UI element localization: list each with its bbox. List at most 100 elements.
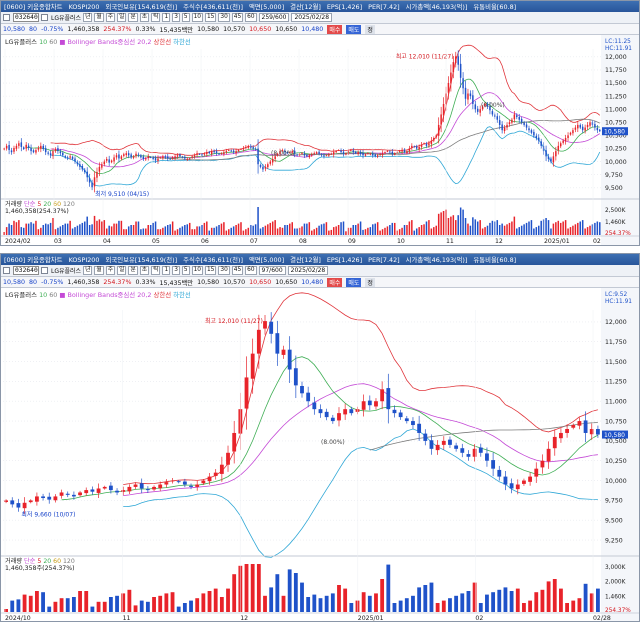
candle[interactable] xyxy=(484,102,486,108)
candle[interactable] xyxy=(574,125,577,133)
candle[interactable] xyxy=(311,152,313,157)
candle[interactable] xyxy=(291,149,293,155)
candle[interactable] xyxy=(525,121,528,131)
candle[interactable] xyxy=(74,156,76,164)
candle[interactable] xyxy=(34,492,39,506)
candle[interactable] xyxy=(413,145,416,148)
period-button[interactable]: 초 xyxy=(139,13,150,22)
correct-button[interactable]: 정 xyxy=(365,277,375,287)
candle[interactable] xyxy=(108,155,110,167)
candle[interactable] xyxy=(441,436,446,450)
candle[interactable] xyxy=(247,144,250,149)
candle[interactable] xyxy=(506,122,508,131)
candle[interactable] xyxy=(417,415,422,441)
candle[interactable] xyxy=(577,121,579,133)
candle[interactable] xyxy=(498,115,501,130)
candle[interactable] xyxy=(503,124,506,134)
period-button[interactable]: 30 xyxy=(218,13,230,22)
price-chart[interactable]: 12,000 11,750 11,500 11,250 11,000 10,750 10,5… xyxy=(1,35,640,246)
candle[interactable] xyxy=(455,51,457,68)
candle[interactable] xyxy=(367,395,372,411)
candle[interactable] xyxy=(250,338,255,394)
candle[interactable] xyxy=(406,149,408,155)
candle[interactable] xyxy=(223,149,225,157)
candle[interactable] xyxy=(18,140,20,149)
candle[interactable] xyxy=(84,487,89,496)
candle[interactable] xyxy=(157,155,159,165)
candle[interactable] xyxy=(125,151,128,158)
candle[interactable] xyxy=(374,398,378,410)
candle[interactable] xyxy=(79,161,81,170)
period-button[interactable]: 일 xyxy=(117,13,127,22)
candle[interactable] xyxy=(379,152,381,157)
candle[interactable] xyxy=(186,157,189,162)
candle[interactable] xyxy=(207,473,212,485)
candle[interactable] xyxy=(398,149,401,153)
candle[interactable] xyxy=(62,151,64,157)
candle[interactable] xyxy=(408,145,411,154)
candle[interactable] xyxy=(386,373,391,424)
candle[interactable] xyxy=(534,462,539,483)
candle[interactable] xyxy=(306,153,308,158)
candle[interactable] xyxy=(215,148,218,156)
candle[interactable] xyxy=(362,149,364,159)
price-chart[interactable]: 12,000 11,750 11,500 11,250 11,000 10,750 10,5… xyxy=(1,288,640,622)
candle[interactable] xyxy=(133,482,138,490)
candle[interactable] xyxy=(496,113,499,123)
candle[interactable] xyxy=(337,149,340,152)
candle[interactable] xyxy=(547,153,550,162)
candle[interactable] xyxy=(267,162,269,170)
candle[interactable] xyxy=(201,478,206,485)
candle[interactable] xyxy=(403,148,406,154)
period-button[interactable]: 3 xyxy=(172,266,180,275)
candle[interactable] xyxy=(42,143,45,151)
candle[interactable] xyxy=(132,154,135,160)
candle[interactable] xyxy=(281,345,286,359)
candle[interactable] xyxy=(41,493,45,501)
period-button[interactable]: 1 xyxy=(162,266,171,275)
candle[interactable] xyxy=(435,440,440,455)
candle[interactable] xyxy=(147,153,149,161)
candle[interactable] xyxy=(303,151,306,158)
search-icon[interactable] xyxy=(3,14,10,21)
candle[interactable] xyxy=(586,122,589,131)
candle[interactable] xyxy=(315,151,318,155)
candle[interactable] xyxy=(306,386,311,408)
candle[interactable] xyxy=(154,155,157,164)
candle[interactable] xyxy=(583,411,588,443)
candle[interactable] xyxy=(300,381,304,398)
candle[interactable] xyxy=(466,450,471,461)
candle[interactable] xyxy=(263,315,267,335)
candle[interactable] xyxy=(472,90,474,110)
candle[interactable] xyxy=(86,167,88,182)
candle[interactable] xyxy=(332,149,335,158)
candle[interactable] xyxy=(53,494,58,503)
candle[interactable] xyxy=(22,146,25,151)
period-button[interactable]: 10 xyxy=(191,13,203,22)
period-button[interactable]: 분 xyxy=(128,13,138,22)
candle[interactable] xyxy=(269,159,272,166)
candle[interactable] xyxy=(401,147,403,154)
candle[interactable] xyxy=(369,152,372,156)
candle[interactable] xyxy=(120,154,123,161)
candle[interactable] xyxy=(276,152,279,157)
candle[interactable] xyxy=(269,312,274,344)
candle[interactable] xyxy=(264,164,267,172)
candle[interactable] xyxy=(423,429,428,446)
candle[interactable] xyxy=(20,138,23,152)
candle[interactable] xyxy=(391,148,394,157)
candle[interactable] xyxy=(54,147,57,153)
candle[interactable] xyxy=(203,152,206,156)
candle[interactable] xyxy=(115,488,119,496)
period-button[interactable]: 1 xyxy=(162,13,171,22)
candle[interactable] xyxy=(474,100,477,113)
stock-code-input[interactable]: 032640 xyxy=(13,13,39,22)
candle[interactable] xyxy=(448,436,452,449)
candle[interactable] xyxy=(579,123,582,130)
candle[interactable] xyxy=(137,152,140,158)
candle[interactable] xyxy=(546,441,551,469)
candle[interactable] xyxy=(64,154,66,159)
candle[interactable] xyxy=(345,152,347,156)
candle[interactable] xyxy=(479,105,481,117)
candle[interactable] xyxy=(357,150,359,156)
